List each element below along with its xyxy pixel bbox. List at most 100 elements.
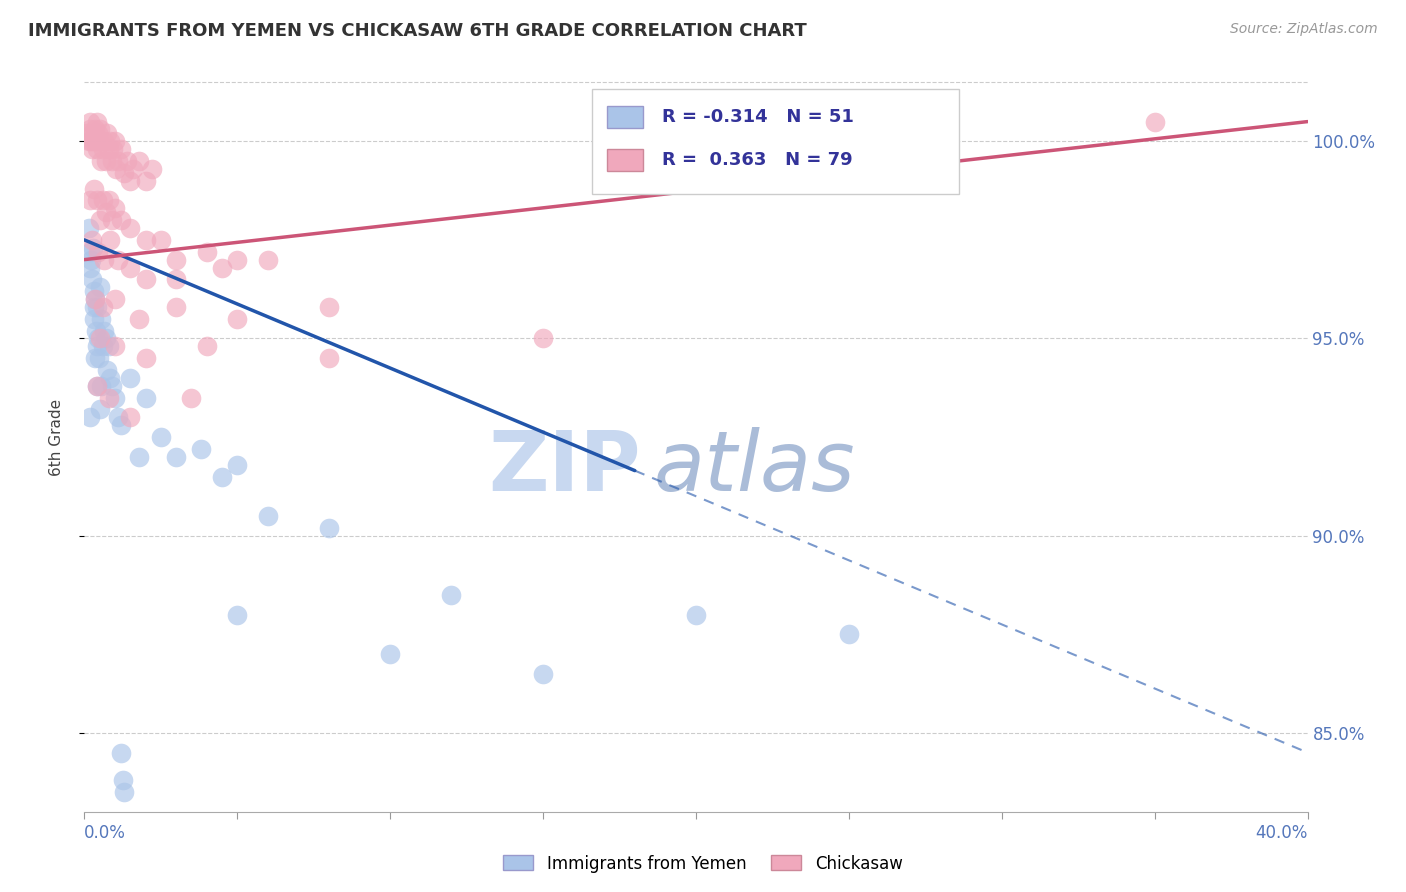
Point [84, 122, 107, 136]
Point [107, 410, 129, 425]
Point [180, 391, 202, 405]
Point [115, 154, 138, 169]
Bar [606, 106, 644, 128]
Point [93, 134, 115, 148]
Point [91, 194, 114, 208]
Point [89, 280, 111, 294]
Point [120, 221, 142, 235]
Point [531, 666, 554, 681]
Point [141, 161, 163, 176]
Point [82, 127, 104, 141]
Point [94, 331, 117, 345]
Point [128, 450, 150, 464]
Text: R = -0.314   N = 51: R = -0.314 N = 51 [662, 108, 853, 126]
Point [94, 205, 117, 219]
Point [84, 351, 107, 366]
Point [120, 410, 142, 425]
Point [91, 142, 114, 156]
Point [105, 161, 128, 176]
Point [89, 402, 111, 417]
Point [98, 371, 121, 385]
Point [83, 284, 105, 298]
Point [87, 331, 110, 345]
Point [79, 194, 101, 208]
Point [149, 233, 172, 247]
Point [86, 339, 108, 353]
Text: atlas: atlas [654, 426, 855, 508]
Point [87, 134, 110, 148]
Text: R =  0.363   N = 79: R = 0.363 N = 79 [662, 151, 852, 169]
Point [97, 339, 120, 353]
Point [165, 450, 187, 464]
Point [80, 134, 103, 148]
Point [135, 233, 157, 247]
Point [120, 260, 142, 275]
Point [107, 252, 129, 267]
Point [531, 331, 554, 345]
Point [318, 521, 340, 535]
Point [83, 311, 105, 326]
Point [135, 174, 157, 188]
Point [89, 331, 111, 345]
Point [440, 588, 463, 602]
Point [838, 627, 860, 641]
Point [84, 324, 107, 338]
Point [89, 122, 111, 136]
Point [79, 114, 101, 128]
Text: 0.0%: 0.0% [84, 823, 127, 841]
Point [94, 154, 117, 169]
Point [135, 391, 157, 405]
Point [103, 142, 125, 156]
Point [80, 272, 103, 286]
Point [318, 300, 340, 314]
Text: IMMIGRANTS FROM YEMEN VS CHICKASAW 6TH GRADE CORRELATION CHART: IMMIGRANTS FROM YEMEN VS CHICKASAW 6TH G… [28, 22, 807, 40]
Point [83, 181, 105, 195]
Point [90, 379, 112, 393]
Point [380, 647, 402, 661]
Point [89, 213, 111, 227]
Point [82, 241, 104, 255]
Point [98, 134, 121, 148]
Point [195, 339, 218, 353]
Point [97, 391, 120, 405]
Point [101, 379, 124, 393]
Point [83, 134, 105, 148]
Point [104, 134, 127, 148]
Point [211, 260, 233, 275]
Point [86, 379, 108, 393]
Point [86, 142, 108, 156]
Point [90, 311, 112, 326]
Point [87, 244, 110, 259]
Point [83, 300, 105, 314]
Point [226, 252, 249, 267]
Point [135, 351, 157, 366]
Point [110, 213, 132, 227]
Point [110, 418, 132, 433]
Point [112, 166, 135, 180]
Point [1143, 114, 1166, 128]
Point [77, 134, 100, 148]
Point [86, 114, 108, 128]
Point [226, 458, 249, 472]
Text: Source: ZipAtlas.com: Source: ZipAtlas.com [1230, 22, 1378, 37]
Point [96, 363, 118, 377]
Point [86, 300, 108, 314]
Point [211, 469, 233, 483]
Point [80, 252, 103, 267]
Point [110, 746, 132, 760]
Text: 40.0%: 40.0% [1256, 823, 1308, 841]
Point [79, 260, 101, 275]
Point [257, 252, 280, 267]
Point [165, 252, 187, 267]
Point [110, 142, 132, 156]
Point [80, 142, 103, 156]
Point [104, 391, 127, 405]
Point [97, 142, 120, 156]
Point [190, 442, 212, 456]
Point [165, 272, 187, 286]
Point [122, 161, 145, 176]
Point [93, 252, 115, 267]
Point [120, 174, 142, 188]
Point [87, 351, 110, 366]
Point [111, 773, 134, 788]
